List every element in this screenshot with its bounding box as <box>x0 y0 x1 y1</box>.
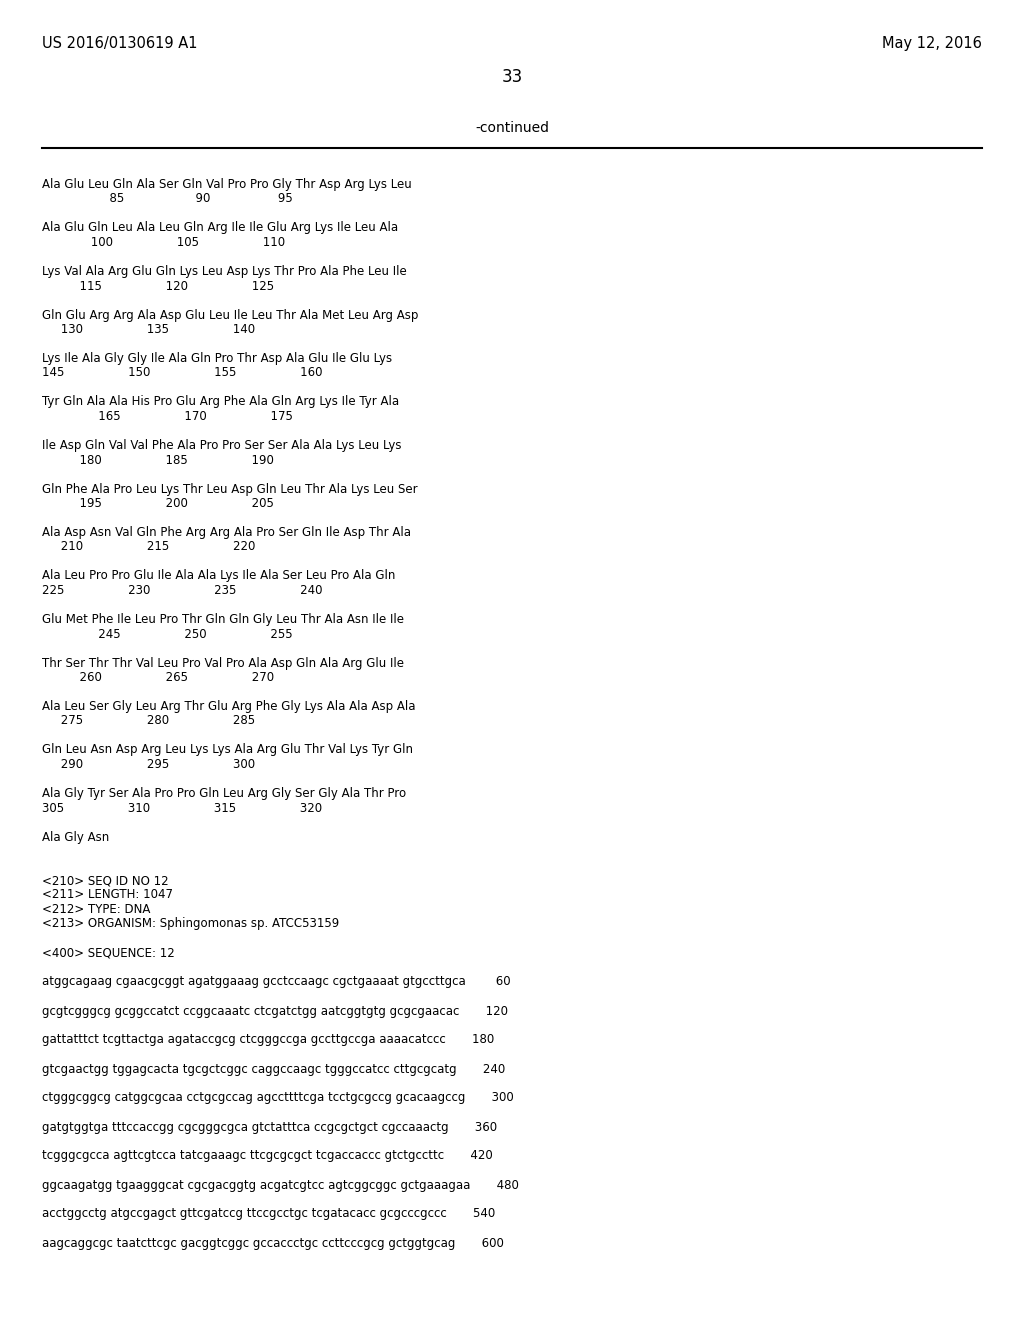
Text: 260                 265                 270: 260 265 270 <box>42 671 274 684</box>
Text: <212> TYPE: DNA: <212> TYPE: DNA <box>42 903 151 916</box>
Text: Tyr Gln Ala Ala His Pro Glu Arg Phe Ala Gln Arg Lys Ile Tyr Ala: Tyr Gln Ala Ala His Pro Glu Arg Phe Ala … <box>42 396 399 408</box>
Text: Thr Ser Thr Thr Val Leu Pro Val Pro Ala Asp Gln Ala Arg Glu Ile: Thr Ser Thr Thr Val Leu Pro Val Pro Ala … <box>42 656 404 669</box>
Text: <211> LENGTH: 1047: <211> LENGTH: 1047 <box>42 888 173 902</box>
Text: tcgggcgcca agttcgtcca tatcgaaagc ttcgcgcgct tcgaccaccc gtctgccttc       420: tcgggcgcca agttcgtcca tatcgaaagc ttcgcgc… <box>42 1150 493 1163</box>
Text: 305                 310                 315                 320: 305 310 315 320 <box>42 801 323 814</box>
Text: 180                 185                 190: 180 185 190 <box>42 454 273 466</box>
Text: 33: 33 <box>502 69 522 86</box>
Text: acctggcctg atgccgagct gttcgatccg ttccgcctgc tcgatacacc gcgcccgccc       540: acctggcctg atgccgagct gttcgatccg ttccgcc… <box>42 1208 496 1221</box>
Text: -continued: -continued <box>475 121 549 135</box>
Text: 130                 135                 140: 130 135 140 <box>42 323 255 337</box>
Text: Lys Val Ala Arg Glu Gln Lys Leu Asp Lys Thr Pro Ala Phe Leu Ile: Lys Val Ala Arg Glu Gln Lys Leu Asp Lys … <box>42 265 407 279</box>
Text: Ala Leu Ser Gly Leu Arg Thr Glu Arg Phe Gly Lys Ala Ala Asp Ala: Ala Leu Ser Gly Leu Arg Thr Glu Arg Phe … <box>42 700 416 713</box>
Text: atggcagaag cgaacgcggt agatggaaag gcctccaagc cgctgaaaat gtgccttgca        60: atggcagaag cgaacgcggt agatggaaag gcctcca… <box>42 975 511 989</box>
Text: 85                   90                  95: 85 90 95 <box>42 193 293 206</box>
Text: 165                 170                 175: 165 170 175 <box>42 411 293 422</box>
Text: 225                 230                 235                 240: 225 230 235 240 <box>42 583 323 597</box>
Text: ggcaagatgg tgaagggcat cgcgacggtg acgatcgtcc agtcggcggc gctgaaagaa       480: ggcaagatgg tgaagggcat cgcgacggtg acgatcg… <box>42 1179 519 1192</box>
Text: May 12, 2016: May 12, 2016 <box>882 36 982 51</box>
Text: Gln Glu Arg Arg Ala Asp Glu Leu Ile Leu Thr Ala Met Leu Arg Asp: Gln Glu Arg Arg Ala Asp Glu Leu Ile Leu … <box>42 309 419 322</box>
Text: Lys Ile Ala Gly Gly Ile Ala Gln Pro Thr Asp Ala Glu Ile Glu Lys: Lys Ile Ala Gly Gly Ile Ala Gln Pro Thr … <box>42 352 392 366</box>
Text: 115                 120                 125: 115 120 125 <box>42 280 274 293</box>
Text: Ala Leu Pro Pro Glu Ile Ala Ala Lys Ile Ala Ser Leu Pro Ala Gln: Ala Leu Pro Pro Glu Ile Ala Ala Lys Ile … <box>42 569 395 582</box>
Text: Gln Phe Ala Pro Leu Lys Thr Leu Asp Gln Leu Thr Ala Lys Leu Ser: Gln Phe Ala Pro Leu Lys Thr Leu Asp Gln … <box>42 483 418 495</box>
Text: gatgtggtga tttccaccgg cgcgggcgca gtctatttca ccgcgctgct cgccaaactg       360: gatgtggtga tttccaccgg cgcgggcgca gtctatt… <box>42 1121 497 1134</box>
Text: US 2016/0130619 A1: US 2016/0130619 A1 <box>42 36 198 51</box>
Text: gattatttct tcgttactga agataccgcg ctcgggccga gccttgccga aaaacatccc       180: gattatttct tcgttactga agataccgcg ctcgggc… <box>42 1034 495 1047</box>
Text: Ala Gly Asn: Ala Gly Asn <box>42 830 110 843</box>
Text: Gln Leu Asn Asp Arg Leu Lys Lys Ala Arg Glu Thr Val Lys Tyr Gln: Gln Leu Asn Asp Arg Leu Lys Lys Ala Arg … <box>42 743 413 756</box>
Text: Ala Glu Gln Leu Ala Leu Gln Arg Ile Ile Glu Arg Lys Ile Leu Ala: Ala Glu Gln Leu Ala Leu Gln Arg Ile Ile … <box>42 222 398 235</box>
Text: gtcgaactgg tggagcacta tgcgctcggc caggccaagc tgggccatcc cttgcgcatg       240: gtcgaactgg tggagcacta tgcgctcggc caggcca… <box>42 1063 505 1076</box>
Text: 245                 250                 255: 245 250 255 <box>42 627 293 640</box>
Text: <213> ORGANISM: Sphingomonas sp. ATCC53159: <213> ORGANISM: Sphingomonas sp. ATCC531… <box>42 917 339 931</box>
Text: 145                 150                 155                 160: 145 150 155 160 <box>42 367 323 380</box>
Text: aagcaggcgc taatcttcgc gacggtcggc gccaccctgc ccttcccgcg gctggtgcag       600: aagcaggcgc taatcttcgc gacggtcggc gccaccc… <box>42 1237 504 1250</box>
Text: Ala Asp Asn Val Gln Phe Arg Arg Ala Pro Ser Gln Ile Asp Thr Ala: Ala Asp Asn Val Gln Phe Arg Arg Ala Pro … <box>42 525 411 539</box>
Text: ctgggcggcg catggcgcaa cctgcgccag agccttttcga tcctgcgccg gcacaagccg       300: ctgggcggcg catggcgcaa cctgcgccag agccttt… <box>42 1092 514 1105</box>
Text: Ala Glu Leu Gln Ala Ser Gln Val Pro Pro Gly Thr Asp Arg Lys Leu: Ala Glu Leu Gln Ala Ser Gln Val Pro Pro … <box>42 178 412 191</box>
Text: <400> SEQUENCE: 12: <400> SEQUENCE: 12 <box>42 946 175 960</box>
Text: 210                 215                 220: 210 215 220 <box>42 540 255 553</box>
Text: 275                 280                 285: 275 280 285 <box>42 714 255 727</box>
Text: Glu Met Phe Ile Leu Pro Thr Gln Gln Gly Leu Thr Ala Asn Ile Ile: Glu Met Phe Ile Leu Pro Thr Gln Gln Gly … <box>42 612 404 626</box>
Text: Ala Gly Tyr Ser Ala Pro Pro Gln Leu Arg Gly Ser Gly Ala Thr Pro: Ala Gly Tyr Ser Ala Pro Pro Gln Leu Arg … <box>42 787 407 800</box>
Text: 290                 295                 300: 290 295 300 <box>42 758 255 771</box>
Text: gcgtcgggcg gcggccatct ccggcaaatc ctcgatctgg aatcggtgtg gcgcgaacac       120: gcgtcgggcg gcggccatct ccggcaaatc ctcgatc… <box>42 1005 508 1018</box>
Text: Ile Asp Gln Val Val Phe Ala Pro Pro Ser Ser Ala Ala Lys Leu Lys: Ile Asp Gln Val Val Phe Ala Pro Pro Ser … <box>42 440 401 451</box>
Text: <210> SEQ ID NO 12: <210> SEQ ID NO 12 <box>42 874 169 887</box>
Text: 100                 105                 110: 100 105 110 <box>42 236 285 249</box>
Text: 195                 200                 205: 195 200 205 <box>42 498 273 510</box>
